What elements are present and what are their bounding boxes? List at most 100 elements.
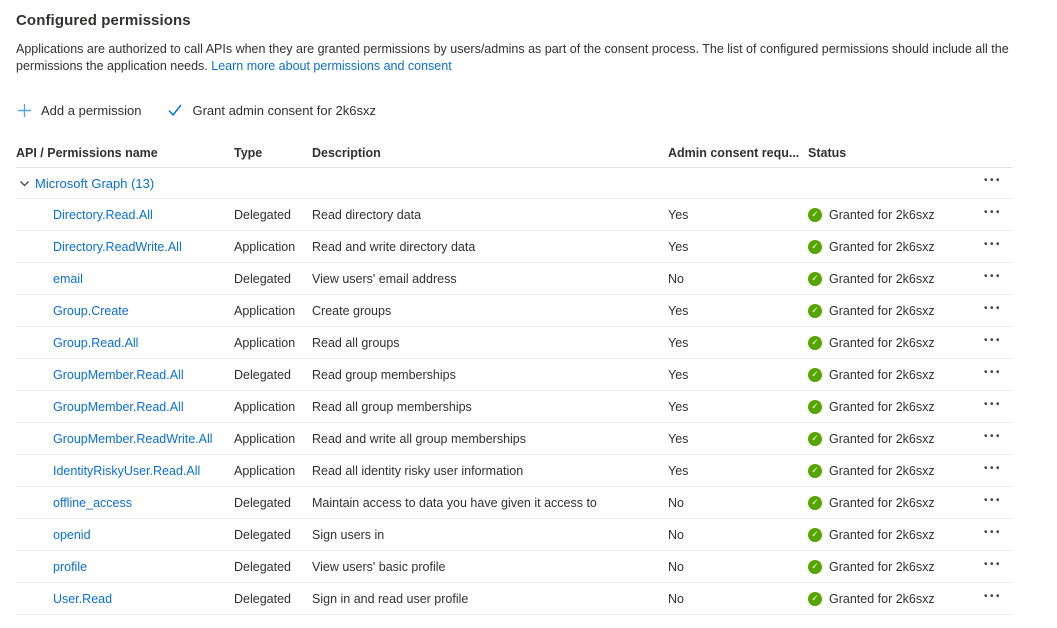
permission-description: Read and write directory data (312, 239, 476, 254)
ellipsis-icon[interactable]: ••• (984, 558, 1002, 576)
permission-name-link[interactable]: GroupMember.ReadWrite.All (53, 431, 213, 446)
row-menu-cell: ••• (976, 590, 1012, 608)
ellipsis-icon[interactable]: ••• (984, 462, 1002, 480)
row-menu-cell: ••• (976, 366, 1012, 384)
permission-type: Application (234, 335, 296, 350)
permission-type: Delegated (234, 495, 291, 510)
grant-admin-consent-label: Grant admin consent for 2k6sxz (192, 102, 376, 118)
row-menu-cell: ••• (976, 430, 1012, 448)
permission-type: Delegated (234, 367, 291, 382)
row-menu-cell: ••• (976, 558, 1012, 576)
permission-status: ✓ Granted for 2k6sxz (808, 559, 976, 574)
permission-status: ✓ Granted for 2k6sxz (808, 239, 976, 254)
ellipsis-icon[interactable]: ••• (984, 206, 1002, 224)
permission-name-link[interactable]: email (53, 271, 83, 286)
granted-check-icon: ✓ (808, 463, 822, 478)
learn-more-link[interactable]: Learn more about permissions and consent (211, 59, 452, 73)
ellipsis-icon[interactable]: ••• (984, 526, 1002, 544)
granted-check-icon: ✓ (808, 495, 822, 510)
table-row: GroupMember.Read.All Application Read al… (16, 391, 1012, 423)
permission-name-link[interactable]: GroupMember.Read.All (53, 399, 184, 414)
table-row: email Delegated View users' email addres… (16, 263, 1012, 295)
permission-status: ✓ Granted for 2k6sxz (808, 495, 976, 510)
granted-check-icon: ✓ (808, 335, 822, 350)
permission-name-link[interactable]: Group.Create (53, 303, 129, 318)
permission-description: Sign in and read user profile (312, 591, 469, 606)
ellipsis-icon[interactable]: ••• (984, 366, 1002, 384)
permission-name-link[interactable]: IdentityRiskyUser.Read.All (53, 463, 201, 478)
ellipsis-icon[interactable]: ••• (984, 334, 1002, 352)
permission-description: Read group memberships (312, 367, 456, 382)
column-header-description: Description (312, 146, 381, 160)
permission-status: ✓ Granted for 2k6sxz (808, 367, 976, 382)
configured-permissions-section: Configured permissions Applications are … (16, 12, 1041, 615)
admin-consent-required-value: Yes (668, 463, 689, 478)
group-menu-cell: ••• (972, 174, 1012, 192)
table-row: User.Read Delegated Sign in and read use… (16, 583, 1012, 615)
add-permission-button[interactable]: Add a permission (16, 102, 141, 118)
ellipsis-icon[interactable]: ••• (984, 174, 1002, 192)
admin-consent-required-value: No (668, 559, 684, 574)
permission-status: ✓ Granted for 2k6sxz (808, 431, 976, 446)
permission-status: ✓ Granted for 2k6sxz (808, 591, 976, 606)
permissions-table: API / Permissions name Type Description … (16, 139, 1012, 615)
permission-status: ✓ Granted for 2k6sxz (808, 207, 976, 222)
admin-consent-required-value: Yes (668, 431, 689, 446)
permission-name-link[interactable]: Group.Read.All (53, 335, 139, 350)
admin-consent-required-value: Yes (668, 399, 689, 414)
permission-status: ✓ Granted for 2k6sxz (808, 463, 976, 478)
ellipsis-icon[interactable]: ••• (984, 238, 1002, 256)
permission-name-link[interactable]: User.Read (53, 591, 113, 606)
table-body: Directory.Read.All Delegated Read direct… (16, 199, 1012, 615)
granted-check-icon: ✓ (808, 399, 822, 414)
column-header-type: Type (234, 146, 263, 160)
permission-description: Sign users in (312, 527, 385, 542)
permission-type: Delegated (234, 207, 291, 222)
status-text: Granted for 2k6sxz (829, 431, 935, 446)
granted-check-icon: ✓ (808, 431, 822, 446)
permission-description: Read directory data (312, 207, 422, 222)
ellipsis-icon[interactable]: ••• (984, 398, 1002, 416)
permission-name-link[interactable]: openid (53, 527, 91, 542)
granted-check-icon: ✓ (808, 303, 822, 318)
permission-name-link[interactable]: Directory.Read.All (53, 207, 153, 222)
ellipsis-icon[interactable]: ••• (984, 270, 1002, 288)
status-text: Granted for 2k6sxz (829, 463, 935, 478)
permission-name-link[interactable]: profile (53, 559, 88, 574)
grant-admin-consent-button[interactable]: Grant admin consent for 2k6sxz (167, 102, 376, 118)
status-text: Granted for 2k6sxz (829, 239, 935, 254)
status-text: Granted for 2k6sxz (829, 367, 935, 382)
api-group-label[interactable]: Microsoft Graph (13) (35, 175, 155, 191)
ellipsis-icon[interactable]: ••• (984, 430, 1002, 448)
row-menu-cell: ••• (976, 334, 1012, 352)
status-text: Granted for 2k6sxz (829, 591, 935, 606)
permission-status: ✓ Granted for 2k6sxz (808, 527, 976, 542)
status-text: Granted for 2k6sxz (829, 527, 935, 542)
permission-status: ✓ Granted for 2k6sxz (808, 335, 976, 350)
permission-description: Create groups (312, 303, 392, 318)
table-row: GroupMember.Read.All Delegated Read grou… (16, 359, 1012, 391)
permission-type: Application (234, 463, 296, 478)
ellipsis-icon[interactable]: ••• (984, 494, 1002, 512)
status-text: Granted for 2k6sxz (829, 303, 935, 318)
row-menu-cell: ••• (976, 206, 1012, 224)
admin-consent-required-value: No (668, 591, 684, 606)
permission-name-link[interactable]: GroupMember.Read.All (53, 367, 184, 382)
plus-icon (16, 102, 32, 118)
toolbar: Add a permission Grant admin consent for… (16, 95, 1041, 125)
permission-type: Application (234, 431, 296, 446)
permission-description: Read all identity risky user information (312, 463, 524, 478)
ellipsis-icon[interactable]: ••• (984, 302, 1002, 320)
table-row: profile Delegated View users' basic prof… (16, 551, 1012, 583)
granted-check-icon: ✓ (808, 559, 822, 574)
permission-description: Read all groups (312, 335, 400, 350)
permission-name-link[interactable]: Directory.ReadWrite.All (53, 239, 182, 254)
admin-consent-required-value: Yes (668, 239, 689, 254)
ellipsis-icon[interactable]: ••• (984, 590, 1002, 608)
table-row: IdentityRiskyUser.Read.All Application R… (16, 455, 1012, 487)
permission-name-link[interactable]: offline_access (53, 495, 132, 510)
page-title: Configured permissions (16, 12, 191, 29)
permission-status: ✓ Granted for 2k6sxz (808, 271, 976, 286)
permission-description: Maintain access to data you have given i… (312, 495, 597, 510)
api-group-toggle[interactable]: Microsoft Graph (13) (16, 176, 972, 191)
